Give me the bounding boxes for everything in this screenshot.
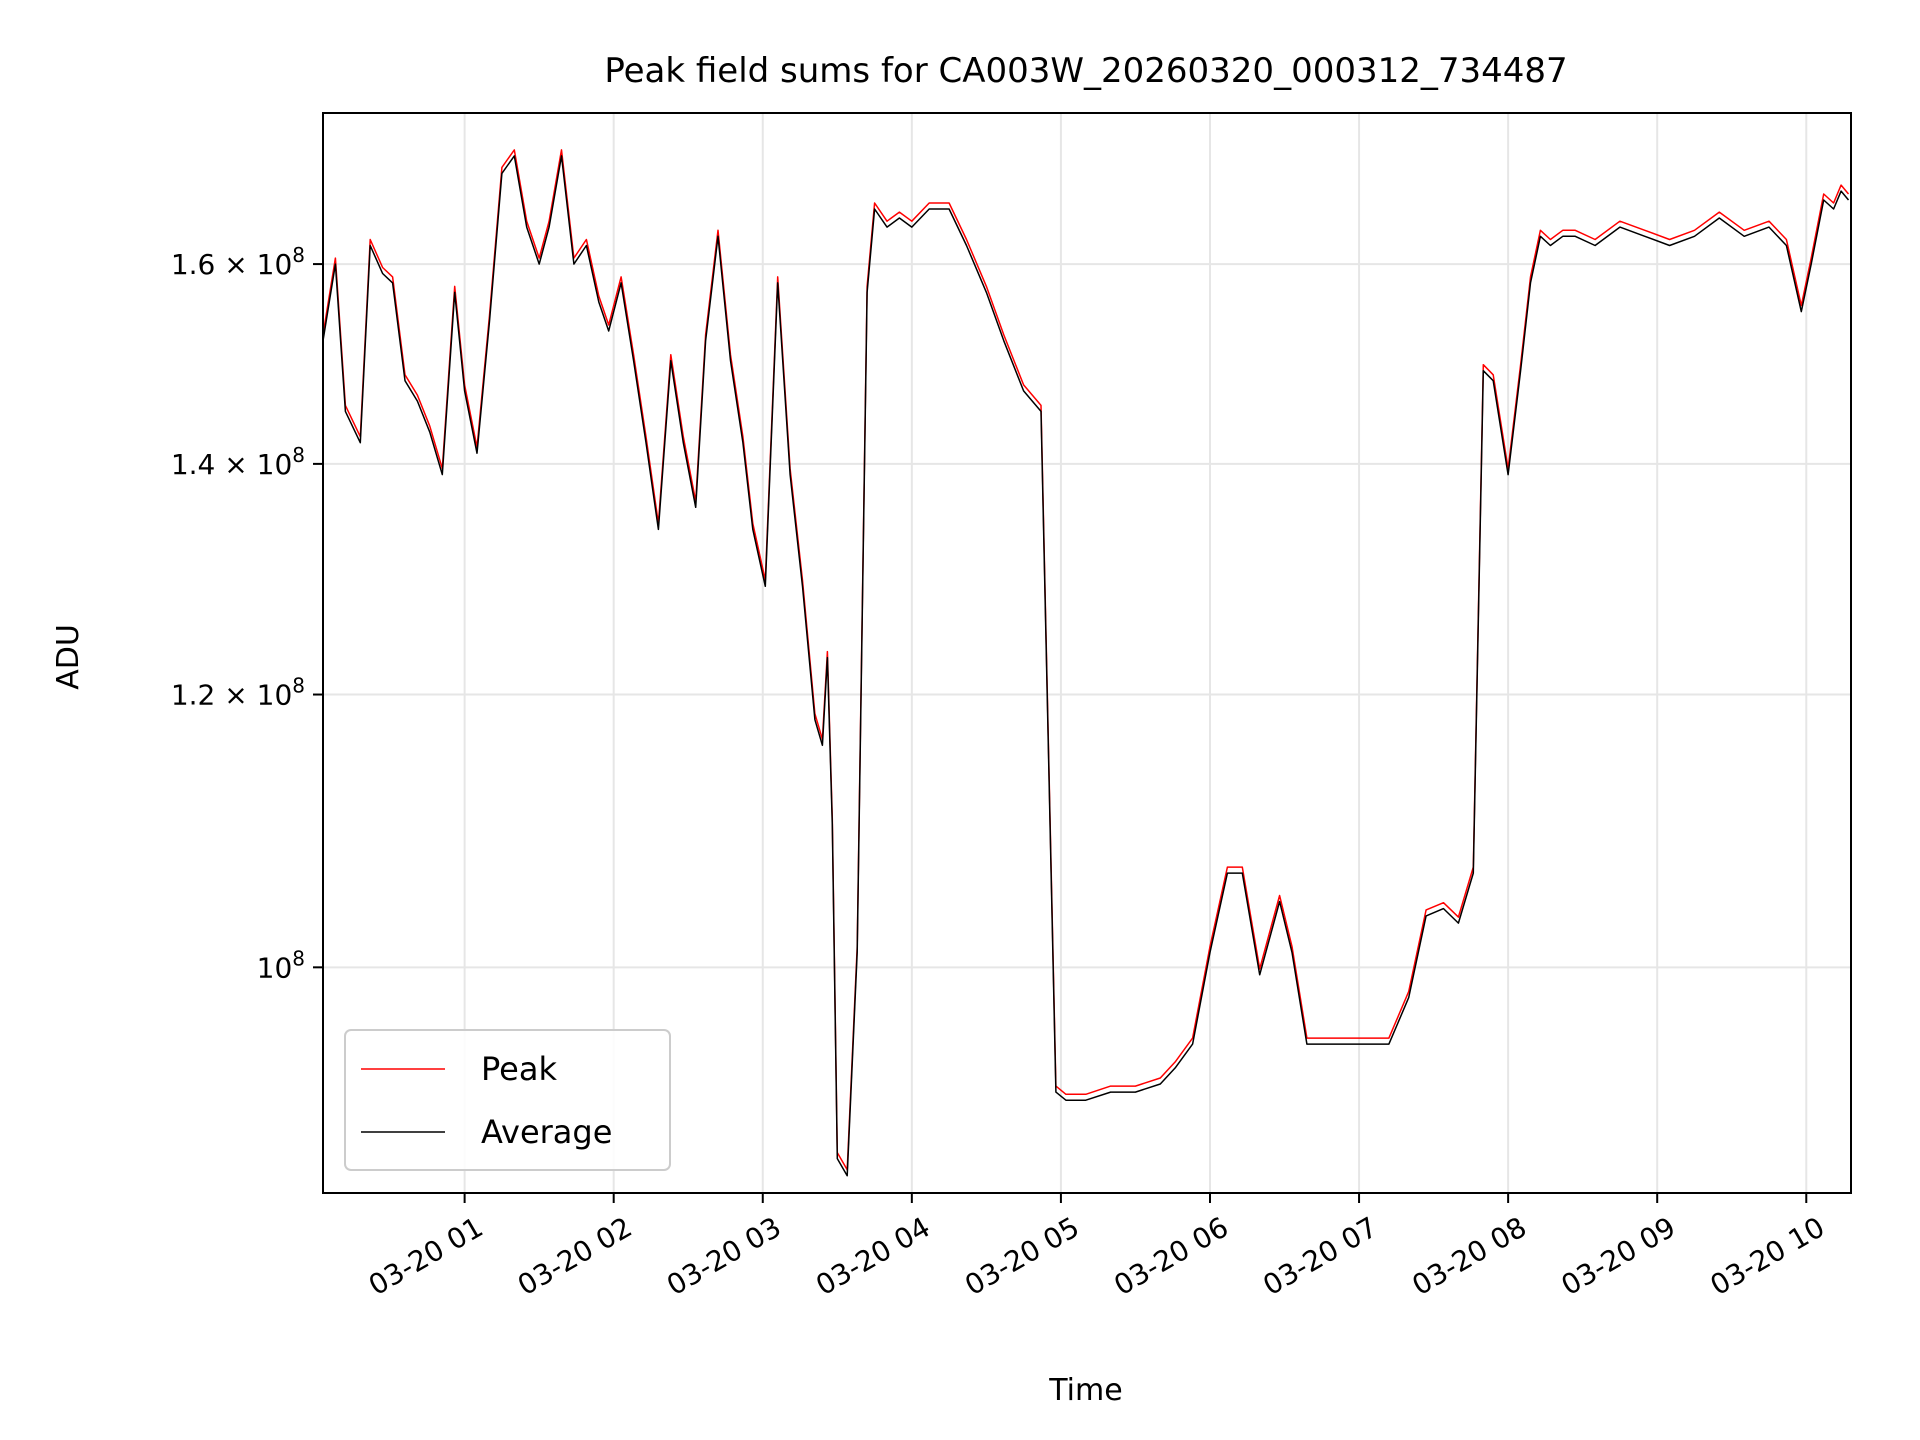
x-tick-label: 03-20 06 — [1108, 1210, 1234, 1302]
x-tick-label: 03-20 01 — [363, 1210, 489, 1302]
y-axis-label: ADU — [51, 624, 86, 690]
y-tick-label: 1.4 × 108 — [171, 443, 305, 481]
y-tick-label: 1.6 × 108 — [171, 243, 305, 281]
x-tick-label: 03-20 02 — [512, 1210, 638, 1302]
series-layer — [322, 149, 1850, 1177]
series-line-average — [322, 155, 1850, 1177]
y-tick-label: 1.2 × 108 — [171, 674, 305, 712]
chart-title: Peak field sums for CA003W_20260320_0003… — [604, 51, 1567, 91]
legend-label-peak: Peak — [481, 1050, 557, 1088]
plot-frame — [322, 112, 1852, 1194]
x-tick-label: 03-20 10 — [1705, 1210, 1831, 1302]
legend: Peak Average — [344, 1029, 671, 1171]
x-tick-label: 03-20 09 — [1556, 1210, 1682, 1302]
legend-box — [344, 1029, 671, 1171]
x-tick-label: 03-20 04 — [810, 1210, 936, 1302]
grid-lines — [323, 113, 1851, 1193]
x-tick-label: 03-20 03 — [661, 1210, 787, 1302]
x-axis-label: Time — [1048, 1373, 1122, 1408]
x-tick-label: 03-20 05 — [959, 1210, 1085, 1302]
legend-label-average: Average — [481, 1113, 612, 1151]
series-line-peak — [322, 149, 1850, 1171]
x-tick-label: 03-20 08 — [1407, 1210, 1533, 1302]
x-tick-label: 03-20 07 — [1257, 1210, 1383, 1302]
y-tick-label: 108 — [257, 946, 305, 984]
